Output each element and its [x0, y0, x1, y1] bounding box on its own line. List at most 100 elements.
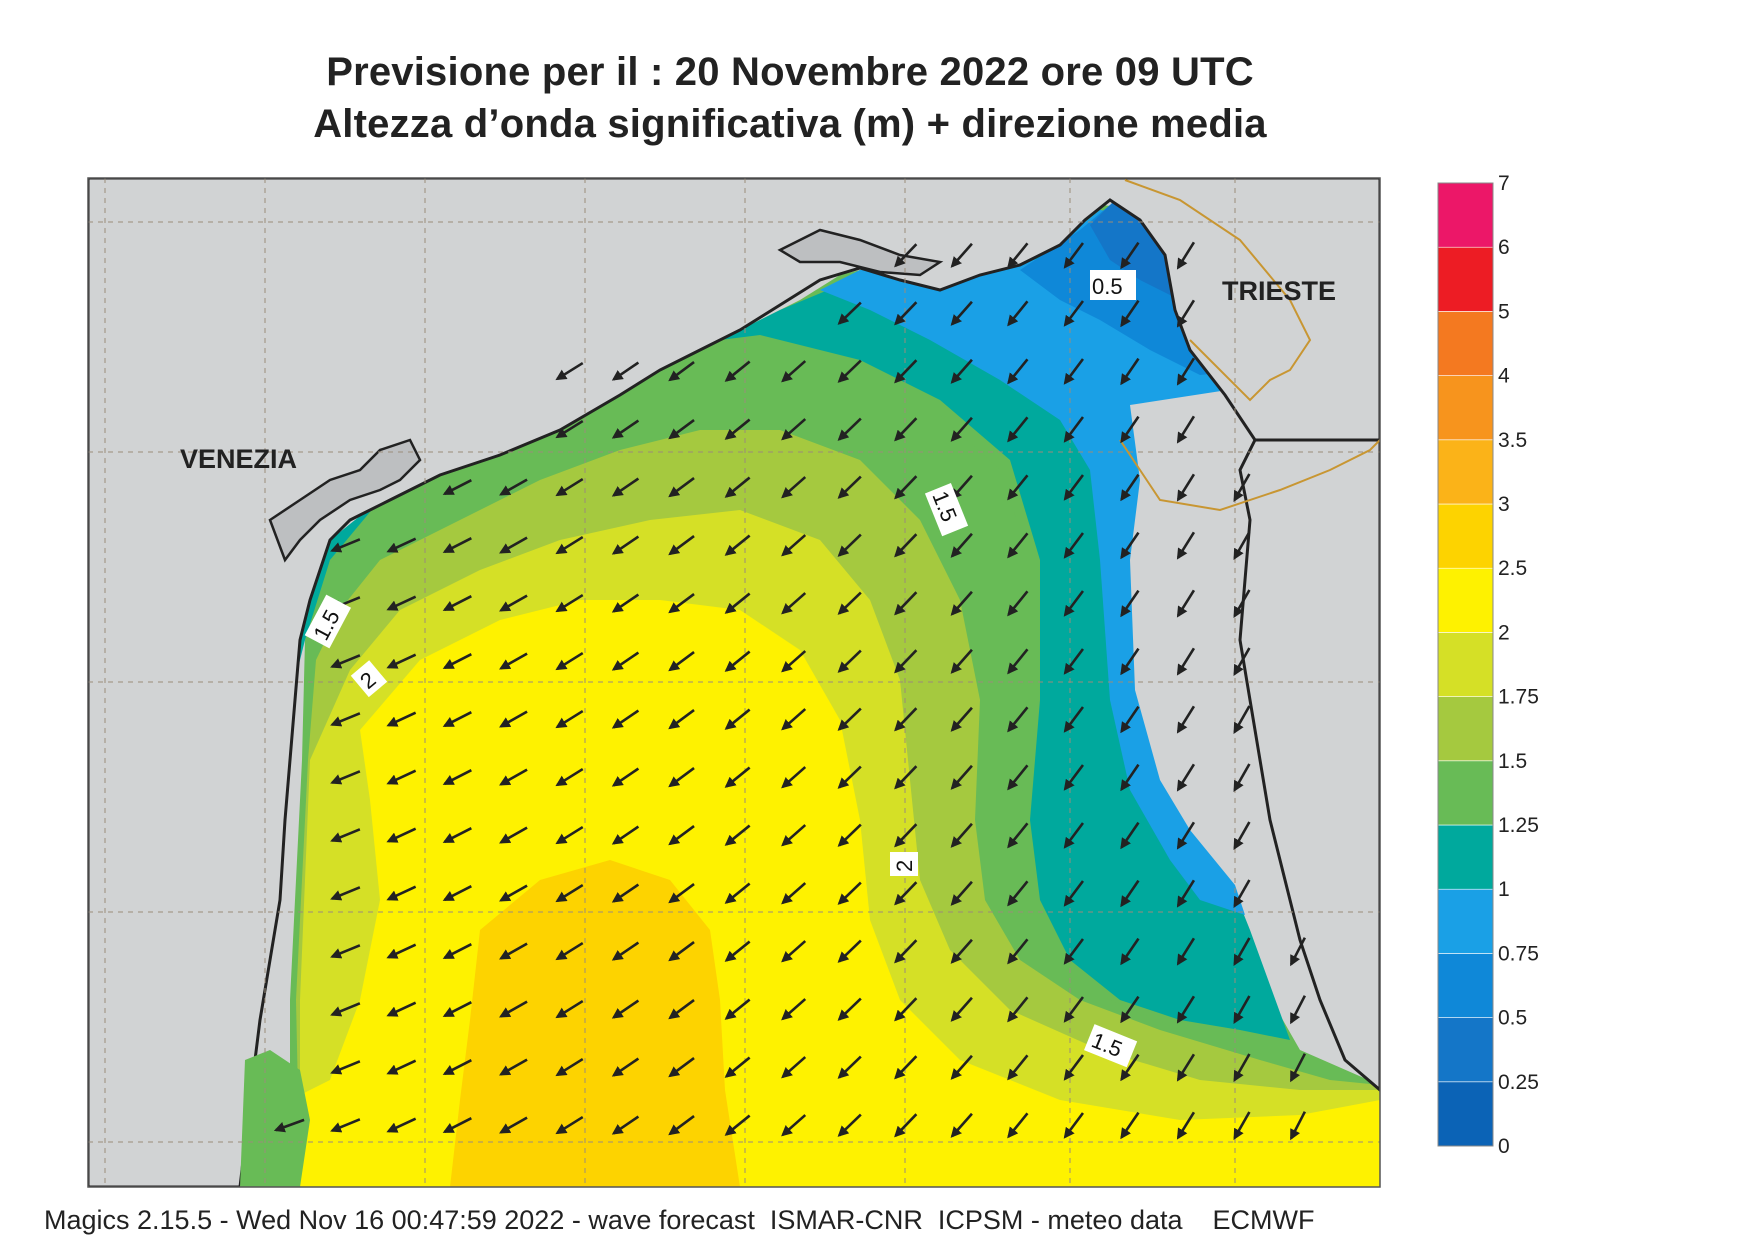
wave-arrow: [950, 1054, 973, 1080]
colorbar-swatch: [1437, 1081, 1494, 1147]
wave-band-1.25-coastal: [290, 210, 1290, 1040]
coastal-patch-southwest: [240, 1050, 310, 1187]
colorbar-swatch: [1437, 632, 1494, 697]
wave-arrow: [555, 593, 584, 613]
wave-arrow: [724, 476, 751, 498]
wave-arrow: [1233, 821, 1251, 850]
wave-arrow: [950, 416, 973, 442]
wave-arrow: [1007, 996, 1029, 1023]
wave-arrow: [442, 537, 472, 553]
wave-arrow: [668, 767, 695, 788]
wave-arrow: [950, 764, 973, 790]
wave-arrow: [611, 941, 640, 961]
colorbar-legend: 0 0.25 0.5 0.75 1 1.25 1.5 1.75 2 2.5 3 3.5 4 5 6 7: [1437, 172, 1539, 1158]
wave-arrow: [386, 885, 417, 901]
wave-arrow: [330, 944, 361, 959]
wave-arrow: [1233, 879, 1251, 908]
wave-arrow: [442, 943, 472, 959]
wave-arrow: [894, 649, 918, 674]
wave-arrow: [894, 881, 918, 906]
wave-arrow: [1120, 879, 1140, 908]
wave-arrow: [1120, 705, 1140, 734]
wave-arrow: [1007, 474, 1029, 501]
colorbar-tick-label: 3.5: [1498, 429, 1527, 452]
wave-arrow: [1120, 763, 1140, 792]
colorbar-tick-label: 2: [1498, 621, 1510, 644]
wave-arrow: [724, 650, 751, 672]
colorbar-tick-label: 1: [1498, 878, 1510, 901]
wave-arrow: [386, 653, 417, 669]
wave-arrow: [1233, 763, 1251, 792]
wave-arrow: [555, 361, 584, 381]
wave-arrow: [1176, 357, 1196, 386]
wave-arrow: [442, 653, 472, 669]
wave-arrow: [837, 707, 862, 731]
wave-arrow: [894, 823, 918, 848]
wave-arrow: [1176, 241, 1196, 270]
wave-arrow: [837, 533, 862, 557]
wave-arrow: [611, 477, 640, 497]
wave-arrow: [837, 939, 862, 963]
wave-arrow: [1176, 1053, 1196, 1082]
colorbar-swatch: [1437, 182, 1494, 248]
wave-arrow: [499, 826, 528, 844]
wave-arrow: [781, 766, 807, 789]
wave-arrow: [1289, 995, 1307, 1025]
colorbar-swatch: [1437, 311, 1494, 376]
colorbar-tick-label: 1.5: [1498, 750, 1527, 773]
wave-arrow: [1233, 1053, 1251, 1082]
colorbar-swatch: [1437, 439, 1494, 505]
wave-arrow: [894, 765, 918, 790]
wave-arrow: [386, 1117, 417, 1133]
wave-arrow: [1007, 822, 1029, 849]
wave-arrow: [611, 535, 640, 555]
wave-arrow: [1007, 764, 1029, 791]
wave-arrow: [837, 997, 862, 1021]
wave-arrow: [781, 534, 807, 557]
wave-arrow: [1063, 416, 1085, 443]
wave-arrow: [894, 1055, 918, 1080]
wave-arrow: [668, 361, 695, 382]
wave-arrow: [442, 1001, 472, 1017]
wave-arrow: [499, 884, 528, 902]
wave-arrow: [837, 881, 862, 905]
wave-arrow: [837, 823, 862, 847]
wave-arrow: [1120, 589, 1140, 618]
contour-label: 0.5: [1090, 270, 1136, 300]
wave-arrow: [611, 767, 640, 787]
wave-arrow: [1120, 647, 1140, 676]
wave-arrow: [386, 1001, 417, 1017]
wave-arrow: [668, 883, 695, 904]
wave-arrow: [555, 999, 584, 1019]
wave-arrow: [499, 652, 528, 670]
wave-arrow: [386, 943, 417, 959]
wave-arrow: [1120, 995, 1140, 1024]
wave-arrow: [1176, 821, 1196, 850]
colorbar-tick-label: 3: [1498, 493, 1510, 516]
wave-arrow: [442, 1059, 472, 1075]
wave-arrow: [781, 360, 807, 383]
wave-arrow: [330, 654, 361, 669]
wave-arrow: [330, 886, 361, 901]
colorbar-tick-label: 2.5: [1498, 557, 1527, 580]
wave-arrow: [611, 1057, 640, 1077]
wave-arrow: [668, 419, 695, 440]
wave-arrow: [894, 359, 918, 384]
wave-arrow: [1176, 531, 1196, 560]
colorbar-tick-label: 0.25: [1498, 1071, 1539, 1094]
wave-arrow: [950, 880, 973, 906]
wave-arrow: [1233, 937, 1251, 966]
colorbar-tick-label: 0: [1498, 1135, 1510, 1158]
wave-arrow: [1176, 299, 1196, 328]
wave-arrow: [781, 476, 807, 499]
wave-arrow: [1233, 705, 1251, 734]
colorbar-tick-label: 7: [1498, 172, 1510, 195]
wave-arrow: [950, 706, 973, 732]
wave-arrow: [1007, 706, 1029, 733]
wave-arrow: [330, 1118, 361, 1133]
wave-arrow: [1007, 1112, 1029, 1139]
wave-arrow: [1063, 880, 1085, 907]
wave-arrow: [1233, 473, 1251, 502]
colorbar-swatch: [1437, 567, 1494, 633]
wave-arrow: [1007, 300, 1029, 327]
